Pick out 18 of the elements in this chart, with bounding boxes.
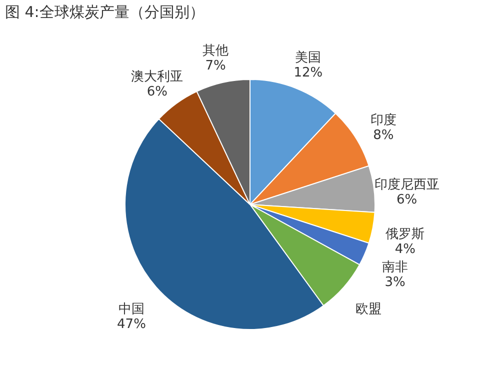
- slice-label: 印度尼西亚: [374, 176, 440, 193]
- data-label: 12%: [294, 66, 323, 81]
- data-label: 47%: [117, 316, 146, 332]
- slice-label: 俄罗斯: [386, 227, 425, 242]
- slice-label: 印度: [370, 112, 396, 128]
- slice-label: 其他: [202, 43, 229, 58]
- slice-label: 美国: [295, 50, 322, 66]
- slice-label: 欧盟: [356, 302, 382, 317]
- chart-title: 图 4:全球煤炭产量（分国别）: [5, 3, 204, 21]
- slice-label: 南非: [382, 260, 408, 276]
- slice-label: 中国: [118, 302, 144, 317]
- data-label: 4%: [394, 242, 416, 258]
- data-label: 7%: [205, 58, 226, 74]
- data-label: 6%: [146, 84, 168, 100]
- data-label: 3%: [384, 275, 406, 290]
- slice-label: 澳大利亚: [131, 70, 184, 85]
- data-label: 8%: [373, 128, 394, 143]
- data-label: 6%: [396, 192, 418, 208]
